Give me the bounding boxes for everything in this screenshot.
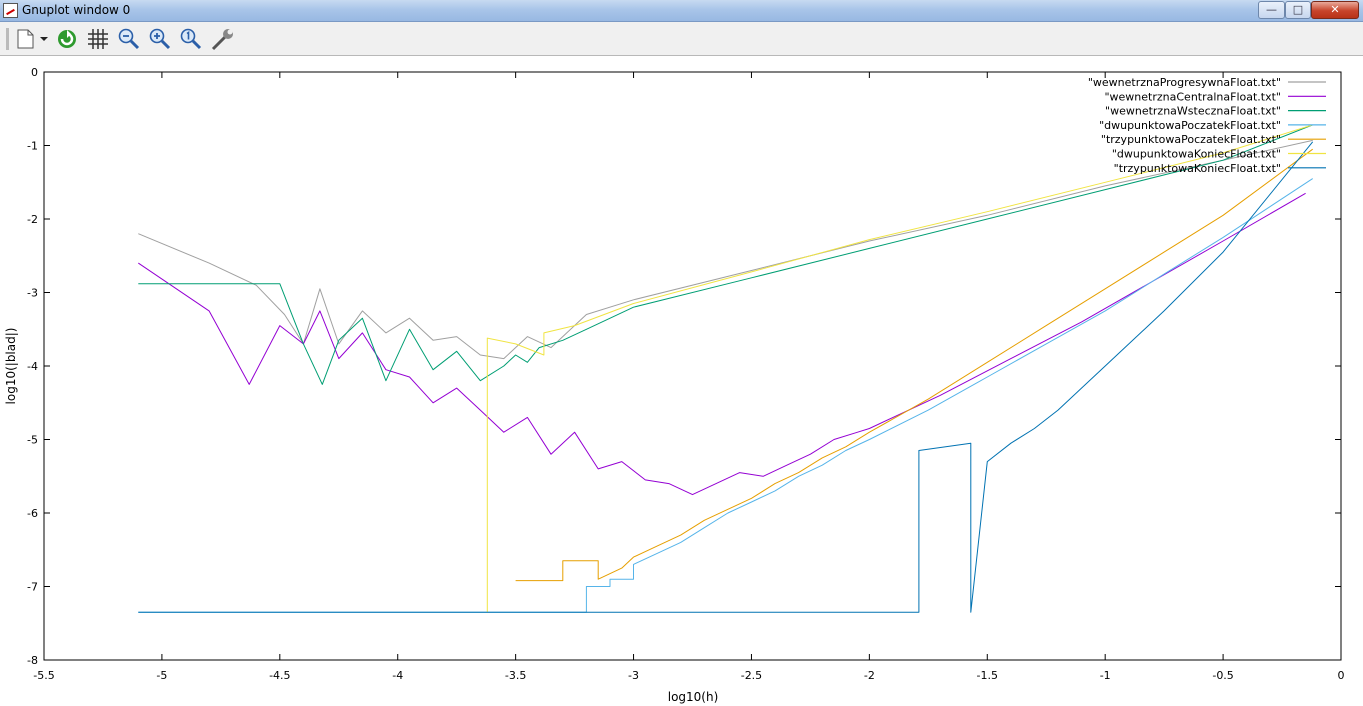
replot-icon[interactable] xyxy=(55,27,79,51)
y-tick-label: -6 xyxy=(27,507,38,520)
series-line-2 xyxy=(138,124,1313,385)
series-line-4 xyxy=(515,148,1313,582)
x-axis-label: log10(h) xyxy=(668,690,719,704)
y-tick-label: -8 xyxy=(27,654,38,667)
legend-entry-label: "wewnetrznaWstecznaFloat.txt" xyxy=(1105,105,1281,118)
close-button[interactable]: ✕ xyxy=(1311,1,1359,19)
legend-entry-label: "trzypunktowaPoczatekFloat.txt" xyxy=(1101,133,1281,146)
y-axis-label: log10(|blad|) xyxy=(4,328,18,405)
maximize-button[interactable]: □ xyxy=(1285,1,1311,19)
series-line-0 xyxy=(138,139,1313,360)
minimize-button[interactable]: — xyxy=(1258,1,1285,19)
x-tick-label: -3 xyxy=(628,669,639,682)
legend-entry-label: "dwupunktowaPoczatekFloat.txt" xyxy=(1099,119,1281,132)
options-icon[interactable] xyxy=(210,27,236,51)
legend-entry-label: "dwupunktowaKoniecFloat.txt" xyxy=(1112,148,1281,161)
window-titlebar: Gnuplot window 0 — □ ✕ xyxy=(0,0,1363,22)
y-tick-label: -7 xyxy=(27,581,38,594)
chart-area: -5.5 -5 -4.5 -4 -3.5 -3 -2.5 -2 -1.5 -1 -0.5 0 0 -1 -2… xyxy=(4,66,1345,704)
window-title: Gnuplot window 0 xyxy=(22,3,131,17)
zoom-previous-icon[interactable] xyxy=(117,27,141,51)
x-tick-label: -1 xyxy=(1100,669,1111,682)
x-tick-label: -2.5 xyxy=(741,669,762,682)
x-tick-label: 0 xyxy=(1338,669,1345,682)
y-tick-label: -2 xyxy=(27,213,38,226)
x-tick-label: -3.5 xyxy=(505,669,526,682)
x-tick-label: -0.5 xyxy=(1212,669,1233,682)
gnuplot-app-icon xyxy=(3,3,18,18)
y-tick-label: 0 xyxy=(31,66,38,79)
legend-entry-label: "wewnetrznaCentralnaFloat.txt" xyxy=(1104,90,1281,103)
copy-clipboard-icon[interactable] xyxy=(6,27,54,51)
series-layer xyxy=(138,124,1314,613)
grid-icon[interactable] xyxy=(86,27,110,51)
x-tick-label: -4 xyxy=(392,669,403,682)
x-tick-label: -2 xyxy=(864,669,875,682)
legend-entry-label: "wewnetrznaProgresywnaFloat.txt" xyxy=(1088,76,1281,89)
x-tick-label: -5 xyxy=(156,669,167,682)
y-tick-label: -5 xyxy=(27,434,38,447)
x-tick-label: -5.5 xyxy=(33,669,54,682)
x-tick-label: -4.5 xyxy=(269,669,290,682)
series-line-6 xyxy=(138,141,1314,613)
x-tick-label: -1.5 xyxy=(977,669,998,682)
plot-axes: -5.5 -5 -4.5 -4 -3.5 -3 -2.5 -2 -1.5 -1 -0.5 0 0 -1 -2… xyxy=(27,66,1344,682)
autoscale-icon[interactable] xyxy=(179,27,203,51)
legend-entry-label: "trzypunktowaKoniecFloat.txt" xyxy=(1114,162,1281,175)
y-tick-label: -3 xyxy=(27,287,38,300)
zoom-next-icon[interactable] xyxy=(148,27,172,51)
y-tick-label: -4 xyxy=(27,360,38,373)
toolbar xyxy=(0,22,1363,56)
series-line-1 xyxy=(138,192,1306,496)
legend: "wewnetrznaProgresywnaFloat.txt""wewnetr… xyxy=(1088,76,1326,175)
y-tick-label: -1 xyxy=(27,140,38,153)
series-line-5 xyxy=(486,124,1313,613)
series-line-3 xyxy=(138,178,1313,613)
